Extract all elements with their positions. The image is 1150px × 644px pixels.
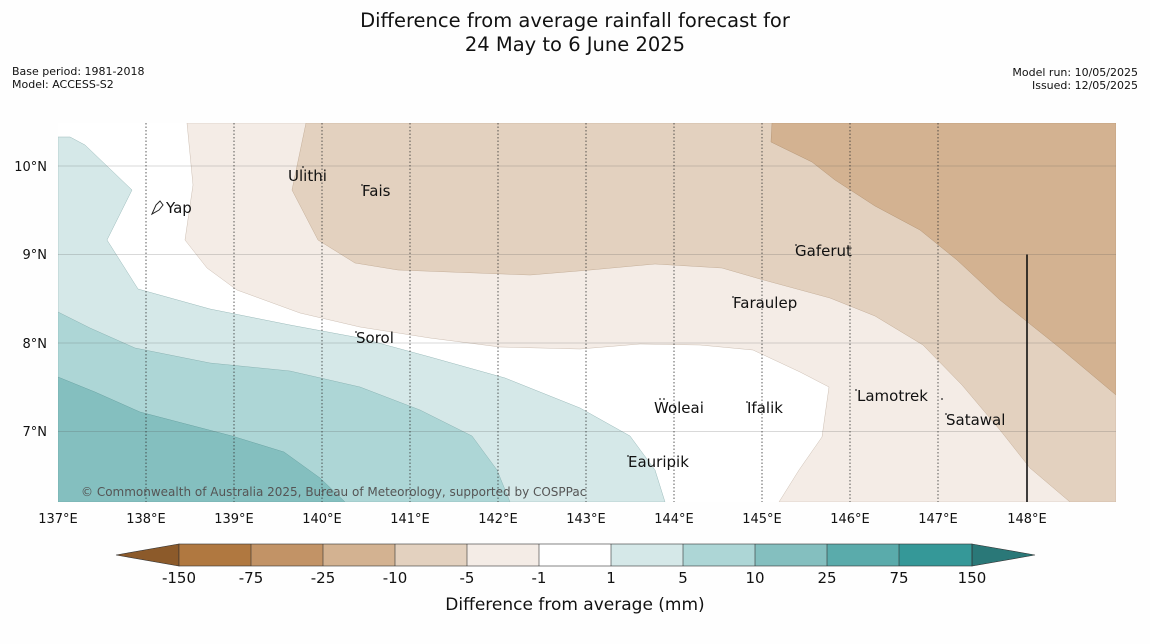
place-ulithi: Ulithi [288, 167, 327, 185]
lat-label: 8°N [23, 337, 48, 352]
place-faraulep: Faraulep [733, 294, 797, 312]
lon-label: 137°E [38, 512, 78, 527]
colorbar-tick: 1 [606, 569, 616, 587]
lon-label: 143°E [566, 512, 606, 527]
colorbar-tick: -1 [532, 569, 547, 587]
colorbar-tick: -5 [460, 569, 475, 587]
lon-label: 148°E [1007, 512, 1047, 527]
place-lamotrek: Lamotrek [857, 387, 928, 405]
lon-label: 138°E [126, 512, 166, 527]
rainfall-map: Yap Ulithi Fais Gaferut Faraulep Sorol W… [58, 123, 1116, 502]
colorbar-swatch [755, 544, 827, 566]
lat-label: 9°N [23, 248, 48, 263]
colorbar-frame [178, 543, 973, 567]
colorbar-swatch [395, 544, 467, 566]
place-eauripik: Eauripik [628, 453, 689, 471]
region-drier-10-25 [770, 123, 1116, 396]
longitude-lines [145, 123, 939, 502]
colorbar-extend-low [115, 543, 180, 567]
place-gaferut: Gaferut [795, 242, 852, 260]
yap-outline [150, 200, 164, 216]
lon-label: 142°E [478, 512, 518, 527]
place-ifalik: Ifalik [747, 399, 783, 417]
lon-label: 144°E [654, 512, 694, 527]
colorbar-tick: -25 [311, 569, 336, 587]
colorbar-tick: -10 [383, 569, 408, 587]
latitude-labels: 10°N 9°N 8°N 7°N [14, 160, 47, 440]
colorbar-label: Difference from average (mm) [445, 595, 704, 615]
colorbar-swatch [611, 544, 683, 566]
colorbar-tick: -75 [239, 569, 264, 587]
colorbar-swatch [827, 544, 899, 566]
colorbar-dividers [250, 544, 900, 566]
colorbar-tick: 5 [678, 569, 688, 587]
place-fais: Fais [362, 182, 391, 200]
colorbar-swatch [179, 544, 251, 566]
map-title-line-1: Difference from average rainfall forecas… [360, 9, 790, 32]
colorbar-tick: 10 [745, 569, 764, 587]
colorbar-tick: 25 [817, 569, 836, 587]
colorbar-tick: 150 [958, 569, 987, 587]
map-title-line-2: 24 May to 6 June 2025 [464, 33, 686, 56]
lat-label: 7°N [23, 425, 48, 440]
lon-label: 145°E [742, 512, 782, 527]
colorbar-swatch [251, 544, 323, 566]
place-sorol: Sorol [356, 329, 394, 347]
base-period: Base period: 1981-2018 [12, 65, 145, 78]
place-yap: Yap [165, 199, 192, 217]
colorbar-swatch [683, 544, 755, 566]
meta-left: Base period: 1981-2018 Model: ACCESS-S2 [12, 65, 144, 91]
model-run: Model run: 10/05/2025 [1012, 66, 1138, 79]
lon-label: 139°E [214, 512, 254, 527]
model-name: Model: ACCESS-S2 [12, 78, 114, 91]
island-markers [150, 166, 947, 457]
lat-label: 10°N [14, 160, 47, 175]
place-satawal: Satawal [946, 411, 1005, 429]
colorbar-swatch [899, 544, 972, 566]
colorbar-tick: -150 [162, 569, 196, 587]
colorbar-swatch [539, 544, 611, 566]
place-woleai: Woleai [654, 399, 704, 417]
colorbar: -150 -75 -25 -10 -5 -1 1 5 10 25 75 150 … [115, 543, 1036, 615]
colorbar-tick: 75 [889, 569, 908, 587]
lon-label: 147°E [918, 512, 958, 527]
issued-date: Issued: 12/05/2025 [1031, 79, 1138, 92]
lon-label: 140°E [302, 512, 342, 527]
meta-right: Model run: 10/05/2025 Issued: 12/05/2025 [1012, 66, 1138, 92]
region-wetter-10-25 [58, 376, 346, 502]
longitude-labels: 137°E 138°E 139°E 140°E 141°E 142°E 143°… [38, 512, 1047, 527]
lon-label: 146°E [830, 512, 870, 527]
lon-label: 141°E [390, 512, 430, 527]
copyright-notice: © Commonwealth of Australia 2025, Bureau… [81, 485, 586, 499]
colorbar-swatch [323, 544, 395, 566]
colorbar-swatch [467, 544, 539, 566]
colorbar-extend-high [971, 543, 1036, 567]
